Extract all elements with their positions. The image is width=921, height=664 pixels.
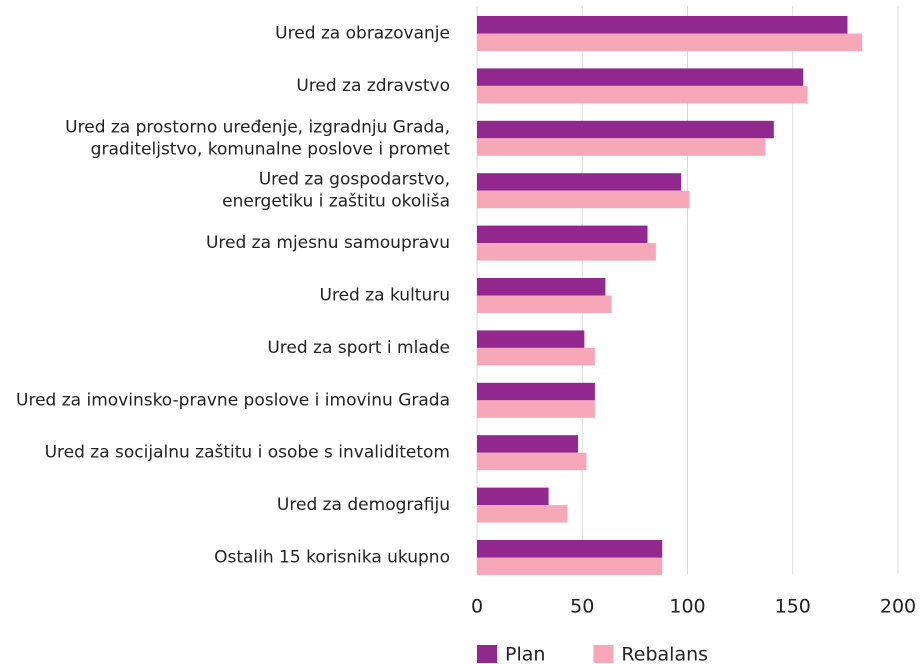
legend-label: Rebalans	[621, 644, 708, 664]
bar	[477, 68, 804, 86]
bar	[477, 120, 774, 139]
y-tick-label: Ured za prostorno uređenje, izgradnju Gr…	[65, 117, 450, 159]
bar	[477, 225, 648, 244]
bar	[477, 173, 682, 191]
y-tick-label: Ured za imovinsko-pravne poslove i imovi…	[16, 390, 450, 410]
x-tick-label: 200	[880, 596, 916, 618]
x-tick-label: 50	[570, 596, 594, 618]
y-tick-label: Ured za demografiju	[277, 495, 450, 515]
bar	[477, 435, 579, 453]
bar	[477, 452, 587, 471]
bar	[477, 33, 863, 51]
bar	[477, 295, 612, 313]
y-tick-label: Ostalih 15 korisnika ukupno	[214, 548, 450, 568]
bar	[477, 243, 656, 261]
bar	[477, 487, 549, 506]
bar	[477, 382, 595, 401]
legend-swatch	[477, 645, 497, 663]
legend-label: Plan	[505, 644, 545, 664]
bar	[477, 540, 663, 558]
y-tick-label: Ured za mjesnu samoupravu	[206, 233, 450, 253]
bar	[477, 278, 606, 296]
y-tick-label: Ured za zdravstvo	[296, 76, 450, 96]
x-tick-label: 0	[471, 596, 483, 618]
bar	[477, 505, 568, 523]
bar	[477, 400, 595, 418]
bar	[477, 557, 663, 575]
bar	[477, 16, 848, 34]
y-tick-label: Ured za sport i mlade	[267, 338, 450, 358]
bar	[477, 138, 766, 156]
bar	[477, 85, 808, 104]
bar	[477, 190, 690, 209]
x-tick-label: 150	[775, 596, 811, 618]
y-tick-label: Ured za gospodarstvo, energetiku i zaštit…	[222, 170, 450, 212]
x-tick-label: 100	[669, 596, 705, 618]
bar	[477, 347, 595, 366]
legend-swatch	[593, 645, 614, 663]
y-tick-label: Ured za socijalnu zaštitu i osobe s inva…	[45, 443, 450, 463]
y-tick-label: Ured za obrazovanje	[275, 24, 450, 44]
y-tick-label: Ured za kulturu	[320, 286, 450, 306]
bar	[477, 330, 585, 348]
